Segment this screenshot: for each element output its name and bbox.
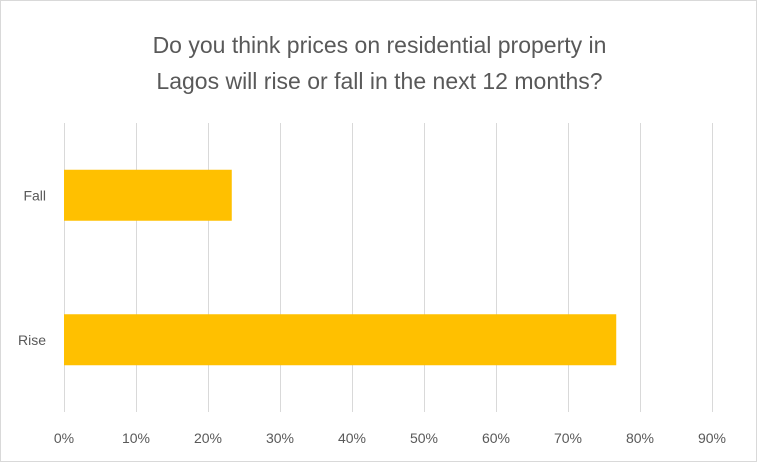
x-tick-label: 40% [338, 430, 366, 446]
category-label-rise: Rise [18, 332, 46, 348]
bars [64, 169, 617, 366]
chart-title-line-2: Lagos will rise or fall in the next 12 m… [156, 68, 603, 94]
bar-rise [64, 314, 617, 366]
x-axis-tick-labels: 0% 10% 20% 30% 40% 50% 60% 70% 80% 90% [54, 430, 726, 446]
x-tick-label: 70% [554, 430, 582, 446]
x-tick-label: 0% [54, 430, 74, 446]
x-tick-label: 90% [698, 430, 726, 446]
bar-fall [64, 169, 232, 221]
gridlines [64, 123, 713, 412]
x-tick-label: 20% [194, 430, 222, 446]
chart-title-line-1: Do you think prices on residential prope… [152, 32, 607, 58]
x-tick-label: 80% [626, 430, 654, 446]
x-tick-label: 10% [122, 430, 150, 446]
x-tick-label: 50% [410, 430, 438, 446]
chart-title: Do you think prices on residential prope… [1, 27, 757, 99]
x-tick-label: 60% [482, 430, 510, 446]
category-labels: Fall Rise [18, 187, 46, 348]
category-label-fall: Fall [23, 187, 46, 203]
x-tick-label: 30% [266, 430, 294, 446]
